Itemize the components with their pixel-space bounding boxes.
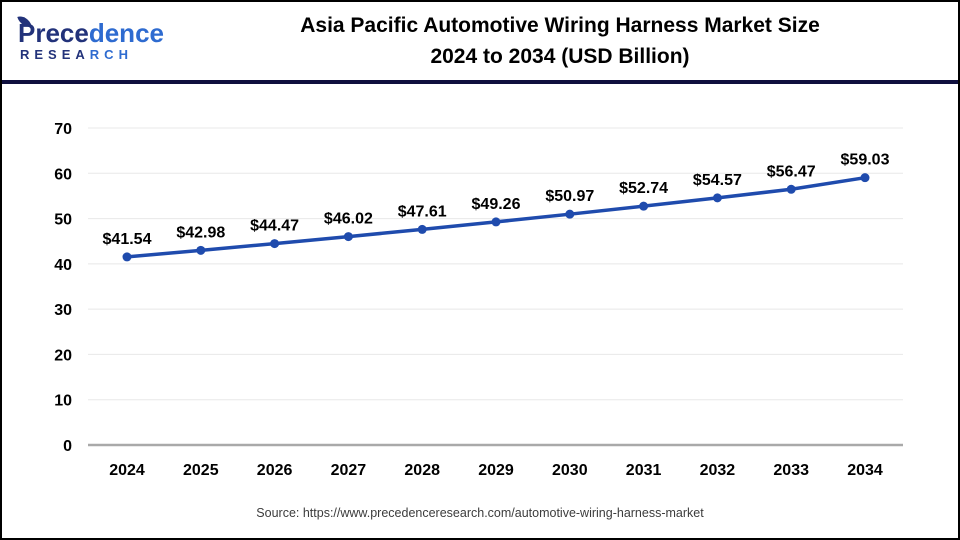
x-tick-label: 2031 (626, 462, 662, 479)
data-point (860, 173, 870, 183)
data-label: $54.57 (693, 172, 742, 189)
data-point (417, 224, 427, 234)
y-tick-label: 30 (54, 302, 72, 319)
logo-name-part2: dence (88, 18, 164, 48)
chart-title-line2: 2024 to 2034 (USD Billion) (430, 45, 690, 68)
x-tick-label: 2029 (478, 462, 514, 479)
data-point (491, 217, 501, 227)
x-tick-label: 2033 (773, 462, 809, 479)
chart-title-line1: Asia Pacific Automotive Wiring Harness M… (300, 14, 820, 37)
data-point (786, 184, 796, 194)
logo-wordmark: Precedence (17, 13, 170, 48)
data-point (565, 209, 575, 219)
x-tick-label: 2032 (700, 462, 736, 479)
source-line: Source: https://www.precedenceresearch.c… (256, 506, 704, 520)
data-label: $49.26 (472, 196, 521, 213)
y-tick-label: 70 (54, 121, 72, 138)
chart-title: Asia Pacific Automotive Wiring Harness M… (170, 10, 958, 72)
series-line (125, 175, 867, 259)
x-tick-label: 2030 (552, 462, 588, 479)
data-label: $56.47 (767, 163, 816, 180)
logo-subtitle: RESEARCH (18, 47, 170, 63)
y-tick-label: 10 (54, 393, 72, 410)
data-point (712, 193, 722, 203)
y-tick-label: 0 (63, 438, 72, 455)
y-tick-label: 50 (54, 212, 72, 229)
data-point (122, 252, 132, 262)
data-point (639, 201, 649, 211)
header: Precedence RESEARCH Asia Pacific Automot… (2, 2, 958, 80)
data-point (343, 232, 353, 242)
data-label: $44.47 (250, 218, 299, 235)
x-tick-label: 2034 (847, 462, 883, 479)
x-tick-label: 2026 (257, 462, 293, 479)
x-tick-label: 2027 (331, 462, 367, 479)
logo-sub-part2: RCH (89, 47, 133, 62)
y-tick-label: 60 (54, 166, 72, 183)
data-label: $59.03 (841, 152, 890, 169)
plot-area: 0 10 20 30 40 50 60 70 2024 2025 2026 2027 2028 2029 2… (2, 84, 958, 496)
data-label: $52.74 (619, 180, 668, 197)
data-label: $46.02 (324, 211, 373, 228)
y-tick-label: 20 (54, 347, 72, 364)
header-divider (2, 80, 958, 84)
data-point (196, 245, 206, 255)
data-point (270, 239, 280, 249)
data-label: $50.97 (545, 188, 594, 205)
x-tick-label: 2025 (183, 462, 219, 479)
x-tick-label: 2028 (404, 462, 440, 479)
precedence-research-logo: Precedence RESEARCH (2, 13, 170, 63)
x-tick-label: 2024 (109, 462, 145, 479)
y-tick-label: 40 (54, 257, 72, 274)
data-label: $42.98 (176, 224, 225, 241)
logo-sub-part1: RESEA (20, 47, 90, 62)
data-label: $47.61 (398, 203, 447, 220)
data-label: $41.54 (103, 231, 152, 248)
